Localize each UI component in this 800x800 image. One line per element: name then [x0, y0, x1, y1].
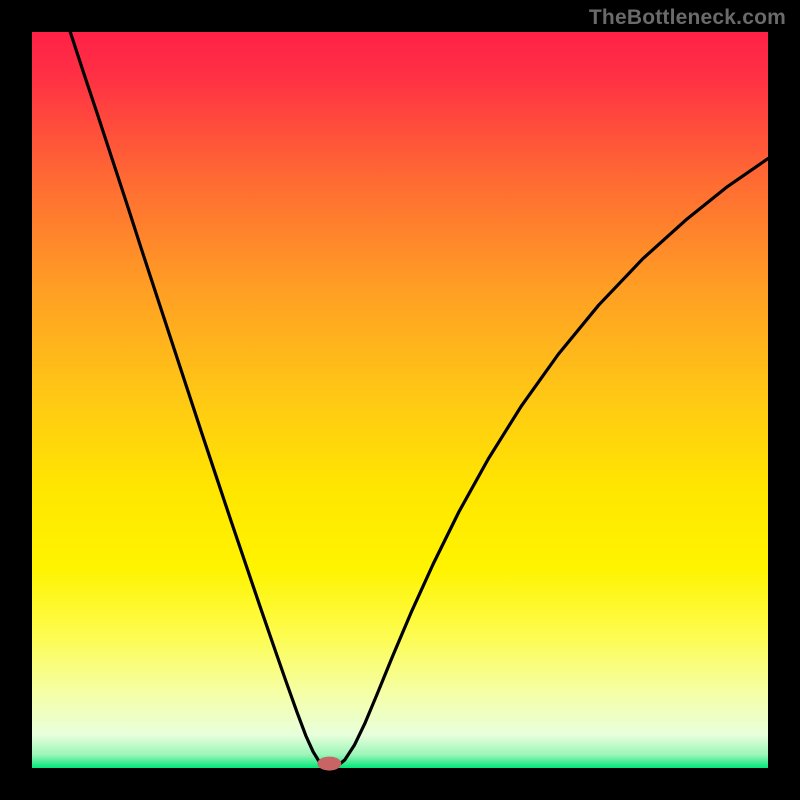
optimum-marker — [317, 757, 341, 771]
bottleneck-chart — [0, 0, 800, 800]
watermark-text: TheBottleneck.com — [589, 6, 786, 30]
chart-background — [32, 32, 768, 768]
chart-container: TheBottleneck.com — [0, 0, 800, 800]
